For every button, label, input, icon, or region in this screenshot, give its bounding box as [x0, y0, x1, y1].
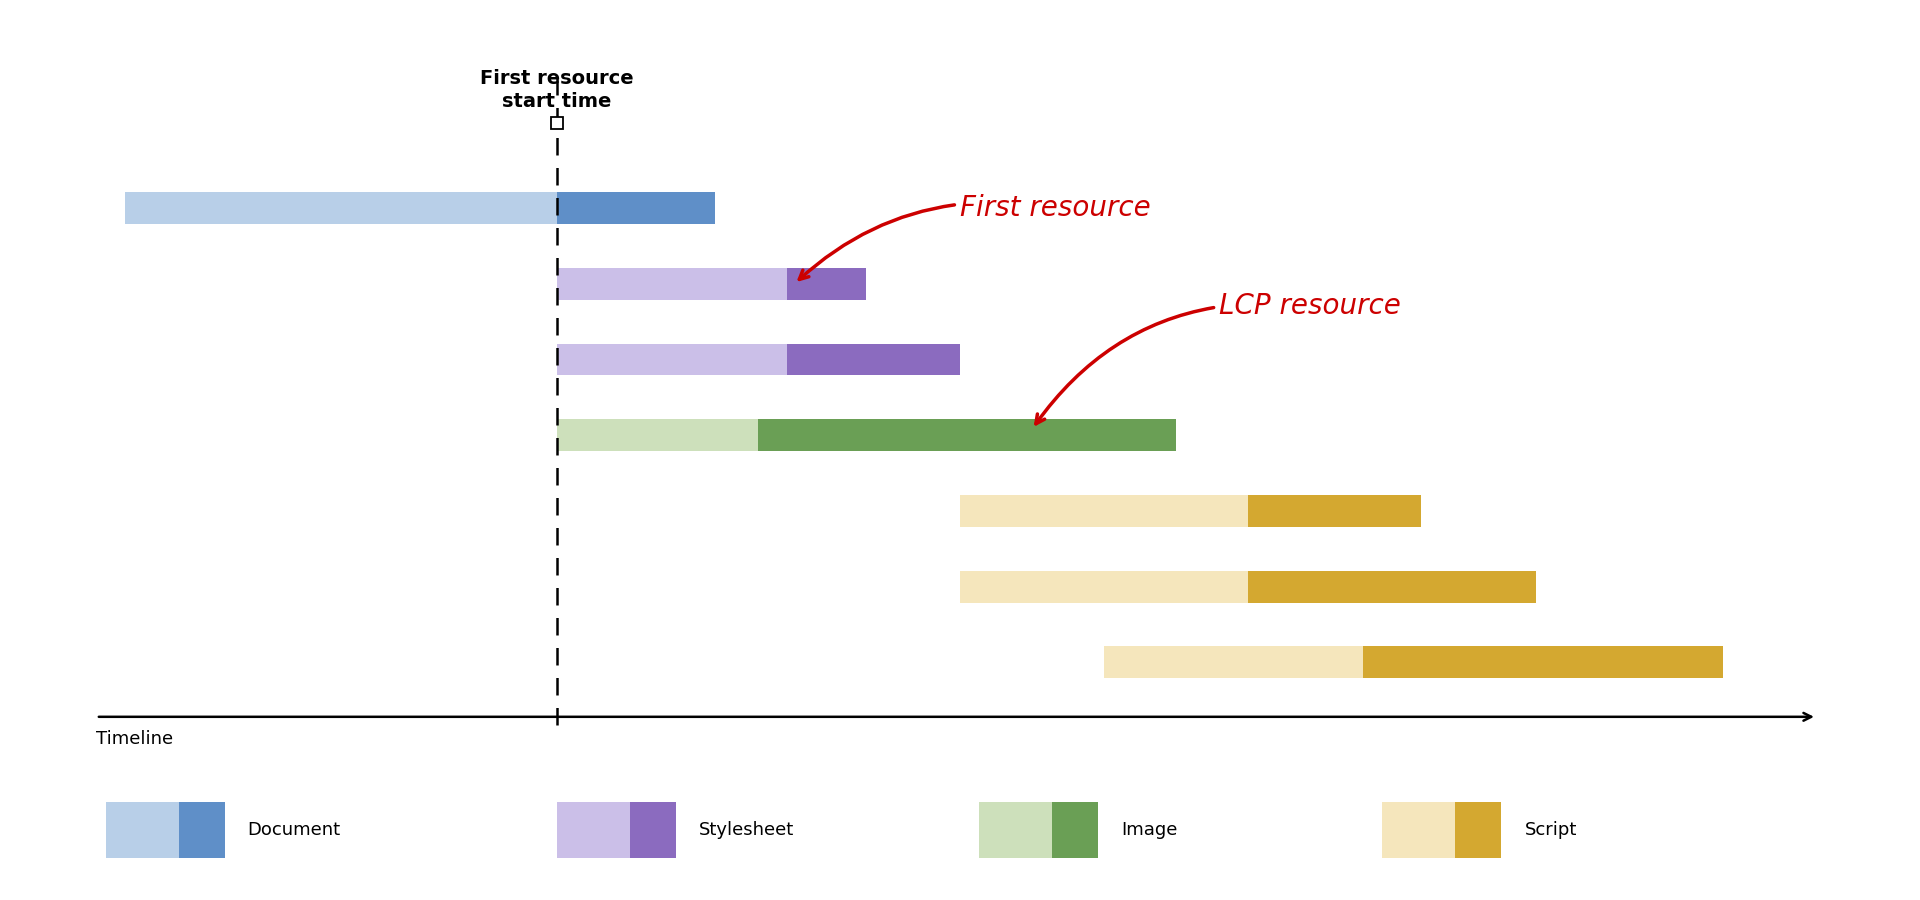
Bar — [1248, 495, 1421, 526]
Bar — [179, 803, 225, 859]
Bar — [557, 268, 787, 300]
Bar — [1455, 803, 1501, 859]
Bar — [1363, 646, 1724, 679]
Bar — [125, 193, 557, 224]
Text: Image: Image — [1121, 821, 1177, 839]
Bar — [1104, 646, 1363, 679]
Bar — [960, 495, 1248, 526]
Bar — [979, 803, 1052, 859]
Bar — [557, 803, 630, 859]
Bar — [960, 571, 1248, 602]
Bar — [557, 193, 714, 224]
Bar — [1248, 571, 1536, 602]
Bar — [1052, 803, 1098, 859]
Text: Document: Document — [248, 821, 342, 839]
Text: First resource
start time: First resource start time — [480, 69, 634, 112]
Bar — [787, 344, 960, 375]
Bar — [630, 803, 676, 859]
Text: Timeline: Timeline — [96, 731, 173, 749]
Text: First resource: First resource — [799, 194, 1150, 279]
Bar — [106, 803, 179, 859]
Bar — [1382, 803, 1455, 859]
Text: LCP resource: LCP resource — [1037, 292, 1402, 424]
Text: Stylesheet: Stylesheet — [699, 821, 795, 839]
Bar — [787, 268, 866, 300]
Bar — [557, 419, 758, 451]
Bar — [758, 419, 1175, 451]
Text: Script: Script — [1524, 821, 1576, 839]
Bar — [557, 344, 787, 375]
